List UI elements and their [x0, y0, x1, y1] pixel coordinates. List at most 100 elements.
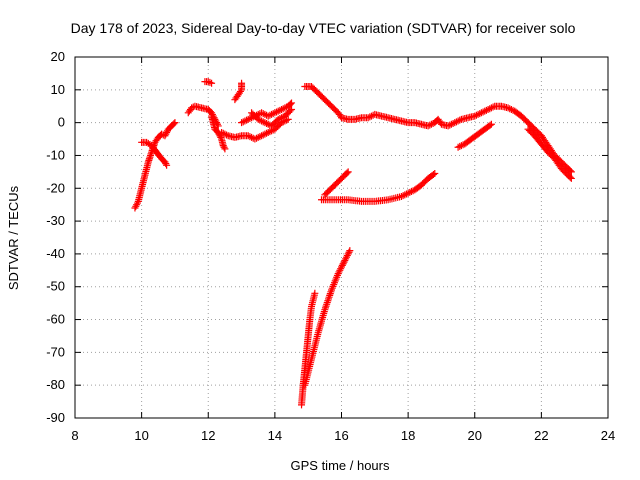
data-point	[162, 130, 170, 138]
data-point	[288, 99, 296, 107]
data-point	[131, 204, 139, 212]
data-point	[263, 119, 271, 127]
data-point	[487, 120, 495, 128]
data-point	[259, 110, 267, 118]
series-arc-4	[201, 78, 216, 87]
data-point	[504, 104, 512, 112]
data-point	[344, 168, 352, 176]
data-point	[206, 78, 214, 86]
data-point	[449, 119, 457, 127]
data-point	[367, 112, 375, 120]
data-point	[407, 188, 415, 196]
data-point	[238, 119, 246, 127]
data-point	[132, 202, 140, 210]
y-tick-label: -50	[46, 279, 65, 294]
data-point	[264, 128, 272, 136]
data-point	[254, 115, 262, 123]
data-point	[220, 143, 228, 151]
data-point	[161, 132, 169, 140]
data-point	[268, 110, 276, 118]
data-point	[401, 191, 409, 199]
x-axis-label: GPS time / hours	[291, 458, 390, 473]
data-point	[261, 110, 269, 118]
data-point	[451, 119, 459, 127]
data-point	[246, 133, 254, 141]
data-point	[223, 131, 231, 139]
data-point	[251, 135, 259, 143]
y-tick-label: -90	[46, 410, 65, 425]
data-point	[343, 252, 351, 260]
data-point	[427, 120, 435, 128]
data-point	[218, 128, 226, 136]
data-point	[364, 114, 372, 122]
x-tick-label: 10	[134, 428, 148, 443]
series-arc-14	[318, 170, 439, 205]
y-ticks: 20 10 0 -10 -20 -30 -40 -50 -60 -70 -80 -90	[46, 49, 608, 425]
data-point	[259, 118, 267, 126]
y-axis-label: SDTVAR / TECUs	[6, 185, 21, 290]
data-point	[244, 132, 252, 140]
data-point	[324, 297, 332, 305]
data-point	[281, 104, 289, 112]
data-point	[133, 199, 141, 207]
plot-border	[74, 56, 609, 419]
x-ticks: 8 10 12 14 16 18 20 22 24	[71, 57, 615, 443]
data-point	[311, 289, 319, 297]
grid	[75, 57, 608, 418]
series-arc-15	[298, 289, 319, 409]
data-point	[486, 105, 494, 113]
y-tick-label: -30	[46, 213, 65, 228]
data-point	[241, 117, 249, 125]
data-point	[477, 109, 485, 117]
data-point	[335, 268, 343, 276]
x-tick-label: 20	[468, 428, 482, 443]
data-point	[244, 115, 252, 123]
data-point	[397, 192, 405, 200]
data-point	[264, 112, 272, 120]
data-point	[261, 130, 269, 138]
data-point	[274, 115, 282, 123]
data-point	[472, 111, 480, 119]
data-point	[254, 133, 262, 141]
x-tick-label: 14	[268, 428, 282, 443]
data-point	[259, 131, 267, 139]
data-point	[456, 142, 464, 150]
series-arc-13	[321, 168, 352, 199]
data-point	[567, 174, 575, 182]
y-tick-label: -70	[46, 344, 65, 359]
data-point	[406, 188, 414, 196]
data-point	[217, 133, 225, 141]
data-point	[246, 115, 254, 123]
data-point	[286, 107, 294, 115]
data-point	[482, 106, 490, 114]
y-tick-label: 10	[51, 82, 65, 97]
data-point	[342, 253, 350, 261]
data-point	[171, 119, 179, 127]
data-point	[266, 111, 274, 119]
data-point	[323, 299, 331, 307]
data-point	[566, 167, 574, 175]
data-point	[506, 105, 514, 113]
data-point	[279, 105, 287, 113]
series-arc-1	[131, 119, 179, 212]
data-point	[426, 121, 434, 129]
data-point	[452, 118, 460, 126]
data-point	[566, 173, 574, 181]
data-point	[133, 201, 141, 209]
data-points	[131, 78, 575, 409]
y-tick-label: 20	[51, 49, 65, 64]
data-point	[366, 113, 374, 121]
data-point	[239, 118, 247, 126]
data-point	[323, 300, 331, 308]
data-point	[324, 295, 332, 303]
data-point	[256, 133, 264, 141]
data-point	[429, 170, 437, 178]
series-arc-6	[218, 115, 292, 143]
data-point	[288, 106, 296, 114]
data-point	[271, 109, 279, 117]
series-arc-12	[454, 120, 495, 151]
data-point	[170, 120, 178, 128]
data-point	[474, 110, 482, 118]
data-point	[454, 117, 462, 125]
data-point	[208, 79, 216, 87]
